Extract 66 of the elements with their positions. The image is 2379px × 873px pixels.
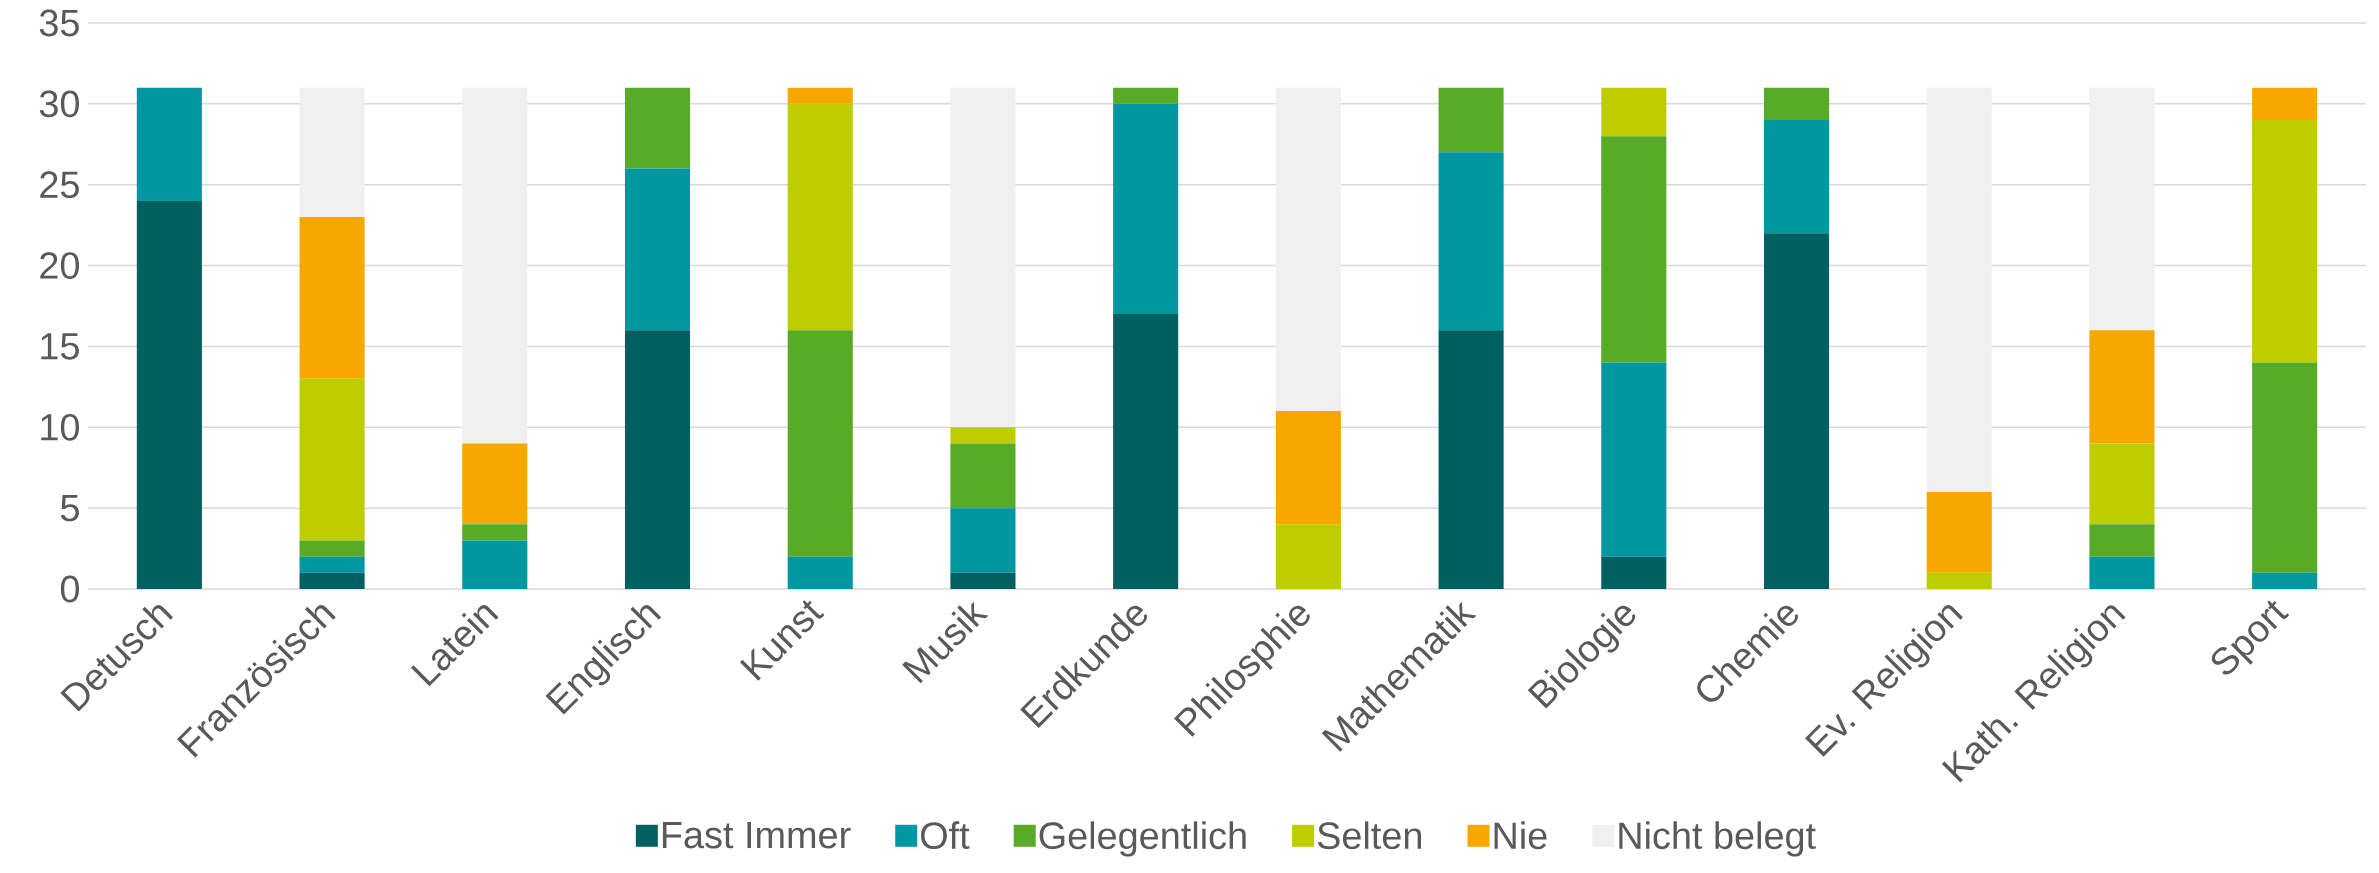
bar (950, 443, 1016, 509)
bar (950, 572, 1016, 589)
bar (299, 556, 365, 573)
bar (950, 427, 1016, 444)
bar (1438, 330, 1504, 589)
bar (462, 87, 528, 444)
y-tick-label: 25 (40, 171, 79, 199)
bar (1601, 136, 1667, 363)
bar (2089, 443, 2155, 525)
bar (1601, 556, 1667, 589)
bar (787, 556, 853, 589)
bar (1763, 233, 1830, 589)
bar (462, 524, 528, 541)
y-tick-label: 0 (60, 575, 79, 603)
y-tick-label: 10 (41, 413, 79, 441)
bar (2089, 87, 2155, 331)
bar (950, 87, 1016, 428)
bar (462, 540, 528, 589)
bar (1763, 87, 1830, 121)
bar (624, 168, 691, 331)
bar (2252, 362, 2318, 573)
bar (950, 508, 1016, 573)
legend-label: Fast Immer (662, 822, 851, 849)
legend-label: Oft (921, 821, 970, 850)
bar (1438, 87, 1504, 153)
bar (1275, 87, 1341, 412)
bar (1275, 524, 1341, 589)
bar (2252, 87, 2318, 121)
bar (624, 330, 691, 589)
bar (2252, 572, 2318, 589)
bar (787, 330, 853, 557)
bar (2089, 524, 2155, 557)
bar (1763, 120, 1830, 234)
bar (2089, 330, 2155, 444)
bar (299, 378, 365, 541)
bar (1113, 103, 1179, 315)
legend-label: Nie (1494, 821, 1547, 850)
bar (787, 87, 853, 104)
bar (1926, 572, 1992, 589)
bar (1113, 87, 1179, 104)
bar (1601, 362, 1667, 557)
y-tick-label: 30 (39, 90, 79, 118)
bar (1601, 87, 1667, 137)
bar (1926, 87, 1992, 492)
bar (1113, 314, 1179, 589)
legend-label: Gelegentlich (1039, 821, 1246, 857)
bar (2252, 120, 2318, 363)
y-tick-label: 15 (41, 333, 79, 360)
bar (462, 443, 528, 525)
bar (299, 87, 365, 218)
y-tick-label: 35 (39, 9, 79, 37)
bar (299, 540, 365, 557)
y-tick-label: 5 (60, 494, 79, 522)
bar (2089, 556, 2155, 589)
bar (136, 87, 202, 201)
bar (787, 103, 853, 331)
legend-label: Selten (1317, 821, 1421, 850)
bar (299, 217, 365, 379)
legend-label: Nicht belegt (1619, 821, 1816, 857)
y-tick-label: 20 (40, 252, 79, 279)
bar (299, 572, 365, 589)
bar (1926, 491, 1992, 573)
bar (1275, 411, 1341, 525)
bar (136, 200, 202, 589)
bar (1438, 152, 1504, 331)
bar (624, 87, 691, 169)
